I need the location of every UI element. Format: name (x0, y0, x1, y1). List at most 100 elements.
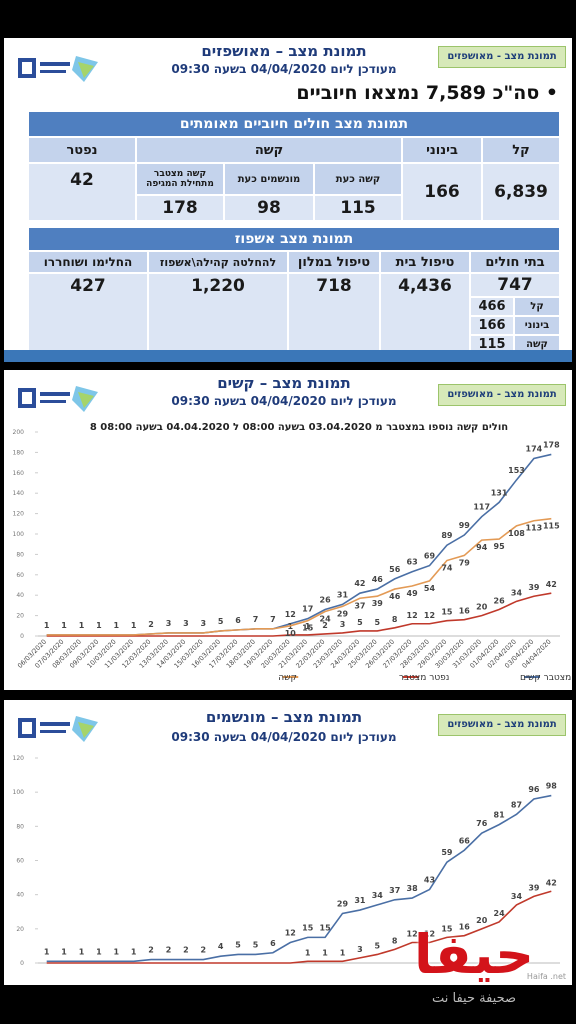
col-value: 4,436 (380, 273, 470, 355)
col-value: 6,839 (482, 163, 560, 221)
data-label: 63 (407, 558, 418, 567)
slide-ventilated: תמונת מצב - מאושפזים תמונת מצב – מונשמים… (4, 700, 572, 985)
col-header: בתי חולים (470, 251, 560, 273)
col-value: 747 (470, 273, 560, 297)
col-value: 427 (28, 273, 148, 355)
data-label: 34 (372, 891, 384, 900)
table-title: תמונת מצב חולים חיוביים מאומתים (28, 111, 560, 137)
data-label: 115 (543, 522, 560, 531)
table-title: תמונת מצב אשפוז (28, 227, 560, 251)
sub-header: קשה מצטבר מתחילת המגיפה (136, 163, 224, 195)
data-label: 8 (392, 936, 398, 945)
data-label: 31 (354, 896, 366, 905)
data-label: 59 (441, 848, 453, 857)
series-line (46, 890, 552, 964)
data-label: 16 (459, 923, 471, 932)
data-label: 56 (389, 565, 401, 574)
sub-value: 466 (470, 297, 514, 316)
data-label: 37 (354, 601, 365, 610)
data-label: 1 (61, 947, 67, 956)
data-label: 2 (166, 946, 172, 955)
data-label: 108 (508, 529, 525, 538)
sub-header: קשה כעת (314, 163, 402, 195)
col-header: החלימו ושוחררו (28, 251, 148, 273)
chart-annotation: חולים קשה נוספו במצטבר מ 03.04.2020 בשעה… (90, 422, 508, 433)
data-label: 20 (476, 603, 488, 612)
y-tick-label: 0 (20, 960, 24, 967)
y-tick-label: 120 (13, 755, 25, 762)
data-label: 5 (253, 940, 259, 949)
y-tick-label: 40 (16, 892, 24, 899)
slide-severe: תמונת מצב - מאושפזים תמונת מצב – קשים מע… (4, 370, 572, 690)
y-tick-label: 60 (16, 858, 24, 865)
total-positive: • סה"כ 7,589 נמצאו חיוביים (296, 82, 558, 104)
data-label: 15 (320, 923, 332, 932)
data-label: 87 (511, 800, 522, 809)
data-label: 42 (546, 580, 557, 589)
watermark-caption: صحيفة حيفا نت (431, 991, 517, 1006)
y-tick-label: 120 (13, 511, 25, 518)
slide-subtitle: מעודכן ליום 04/04/2020 בשעה 09:30 (171, 394, 397, 408)
col-value: 718 (288, 273, 380, 355)
data-label: 1 (114, 947, 120, 956)
slide-subtitle: מעודכן ליום 04/04/2020 בשעה 09:30 (171, 62, 397, 76)
data-label: 15 (302, 624, 314, 633)
data-label: 1 (44, 621, 50, 630)
y-tick-label: 60 (16, 572, 24, 579)
data-label: 96 (528, 785, 540, 794)
data-label: 7 (270, 615, 276, 624)
data-label: 46 (389, 592, 401, 601)
col-value: 42 (28, 163, 136, 221)
legend-label: נפטר מצטבר (399, 673, 450, 683)
legend-label: מצטבר קשים (520, 673, 571, 683)
data-label: 12 (424, 611, 435, 620)
data-label: 42 (546, 878, 557, 887)
sub-value: 166 (470, 316, 514, 335)
data-label: 1 (305, 622, 311, 631)
y-tick-label: 180 (13, 449, 25, 456)
data-label: 12 (424, 930, 435, 939)
data-label: 15 (302, 923, 314, 932)
y-tick-label: 100 (13, 531, 25, 538)
sub-header: קל (514, 297, 560, 316)
slide-tag: תמונת מצב - מאושפזים (438, 46, 566, 68)
data-label: 99 (459, 521, 471, 530)
data-label: 26 (320, 595, 332, 604)
data-label: 5 (375, 618, 381, 627)
col-header: להחלטה קהילה\אשפוז (148, 251, 288, 273)
data-label: 174 (526, 445, 543, 454)
data-label: 76 (476, 819, 488, 828)
data-label: 1 (44, 947, 50, 956)
data-label: 2 (148, 946, 154, 955)
data-label: 8 (392, 615, 398, 624)
data-label: 10 (285, 629, 297, 638)
data-label: 1 (79, 947, 85, 956)
col-header: בינוני (402, 137, 482, 163)
data-label: 1 (131, 947, 137, 956)
data-label: 42 (354, 579, 365, 588)
ministry-logo (18, 386, 98, 412)
data-label: 98 (546, 782, 558, 791)
y-tick-label: 100 (13, 789, 25, 796)
data-label: 2 (322, 621, 328, 630)
data-label: 39 (372, 599, 384, 608)
data-label: 5 (235, 940, 241, 949)
data-label: 1 (131, 621, 137, 630)
data-label: 38 (407, 884, 419, 893)
sub-header: בינוני (514, 316, 560, 335)
data-label: 153 (508, 466, 525, 475)
slide-title: תמונת מצב – מונשמים (205, 708, 363, 726)
data-label: 20 (476, 916, 488, 925)
data-label: 1 (114, 621, 120, 630)
slide-hospitalized: תמונת מצב - מאושפזים תמונת מצב – מאושפזי… (4, 38, 572, 362)
data-label: 2 (183, 946, 189, 955)
data-label: 95 (494, 542, 506, 551)
data-label: 1 (96, 621, 102, 630)
series-line (46, 794, 552, 963)
col-header: קשה (136, 137, 402, 163)
data-label: 66 (459, 836, 471, 845)
data-label: 5 (375, 941, 381, 950)
data-label: 24 (320, 615, 332, 624)
